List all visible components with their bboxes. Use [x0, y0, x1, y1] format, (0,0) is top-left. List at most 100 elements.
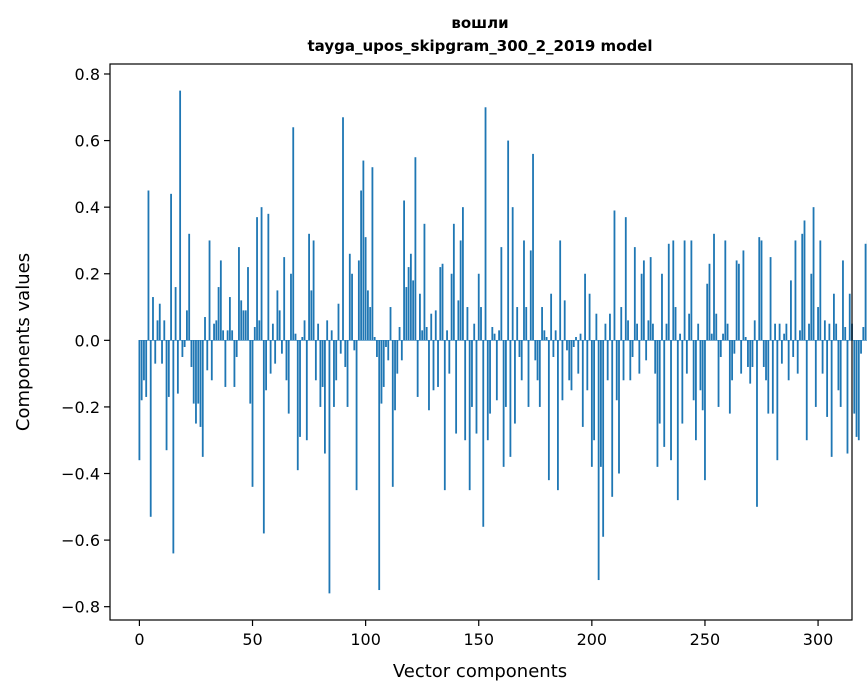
bar: [215, 320, 218, 341]
bar: [231, 330, 234, 341]
bar: [808, 323, 810, 341]
bar: [269, 340, 272, 374]
bar: [794, 240, 797, 341]
bar: [428, 340, 430, 411]
bar: [801, 233, 804, 341]
bar: [434, 310, 437, 341]
bar: [419, 293, 421, 341]
bar: [439, 267, 442, 341]
bar: [692, 340, 695, 401]
bar: [290, 273, 292, 341]
bar: [204, 317, 206, 341]
bar: [758, 237, 761, 341]
bar: [715, 313, 718, 341]
bar: [305, 340, 308, 441]
bar: [303, 320, 306, 341]
bar: [344, 340, 347, 367]
bar: [611, 340, 614, 497]
bar: [296, 340, 299, 471]
bar: [348, 253, 351, 341]
bar: [622, 340, 625, 381]
bar: [685, 340, 688, 374]
bar: [498, 330, 500, 341]
bar: [292, 127, 295, 341]
bar: [414, 157, 417, 341]
bar: [679, 333, 681, 341]
bar: [796, 340, 799, 374]
bar: [810, 273, 813, 341]
bar: [179, 90, 182, 341]
bar: [690, 240, 693, 341]
bar: [776, 340, 779, 461]
bar: [527, 340, 530, 407]
x-tick-label: 50: [242, 630, 262, 649]
bar: [559, 240, 562, 341]
bar: [210, 340, 213, 381]
bar: [208, 240, 211, 341]
bar: [163, 320, 166, 341]
bar: [199, 340, 202, 427]
bar: [143, 340, 145, 381]
bar: [138, 340, 141, 461]
bar: [595, 313, 598, 341]
y-tick-label: 0.0: [75, 331, 100, 350]
bar: [176, 340, 179, 394]
bar: [493, 333, 496, 341]
bar: [728, 340, 731, 414]
bar: [475, 340, 478, 434]
bar: [158, 303, 161, 341]
bar: [821, 340, 824, 374]
bar: [407, 267, 410, 341]
bar: [149, 340, 152, 517]
bar: [174, 287, 177, 341]
bar: [380, 340, 383, 404]
bar: [627, 320, 629, 341]
bar: [790, 280, 792, 341]
bar: [681, 340, 684, 424]
bar: [489, 340, 491, 414]
bar: [425, 327, 428, 341]
bar: [502, 340, 505, 467]
bar: [597, 340, 600, 581]
bar: [233, 340, 236, 387]
bar: [464, 340, 467, 441]
bar: [455, 340, 458, 434]
bar: [586, 340, 589, 391]
bar: [823, 320, 826, 341]
bar: [778, 323, 781, 341]
bar: [819, 240, 822, 341]
bar: [357, 260, 360, 341]
bar: [459, 240, 462, 341]
bar: [319, 340, 322, 407]
bar: [780, 340, 783, 364]
bar: [538, 340, 541, 407]
bar: [572, 340, 575, 347]
bar: [260, 207, 263, 341]
bar: [181, 340, 184, 357]
y-tick-label: −0.4: [61, 465, 100, 484]
bar: [855, 340, 858, 437]
bar: [324, 340, 326, 454]
bar: [785, 323, 788, 341]
bar: [670, 340, 672, 461]
bar: [833, 293, 835, 341]
bar: [247, 267, 249, 341]
bar: [514, 340, 516, 424]
chart-title: вошли: [451, 14, 508, 32]
bar: [656, 340, 659, 467]
bar: [839, 340, 842, 407]
x-tick-label: 100: [350, 630, 381, 649]
x-tick-label: 150: [463, 630, 494, 649]
bar: [701, 340, 704, 411]
bar: [376, 340, 378, 357]
bar: [756, 340, 758, 507]
bar: [287, 340, 290, 414]
bar: [654, 340, 657, 374]
bar: [206, 340, 209, 371]
chart-subtitle: tayga_upos_skipgram_300_2_2019 model: [308, 37, 653, 55]
bar: [726, 323, 729, 341]
bar: [688, 313, 691, 341]
bar: [742, 250, 745, 341]
bar: [783, 333, 786, 341]
bar: [145, 340, 148, 397]
